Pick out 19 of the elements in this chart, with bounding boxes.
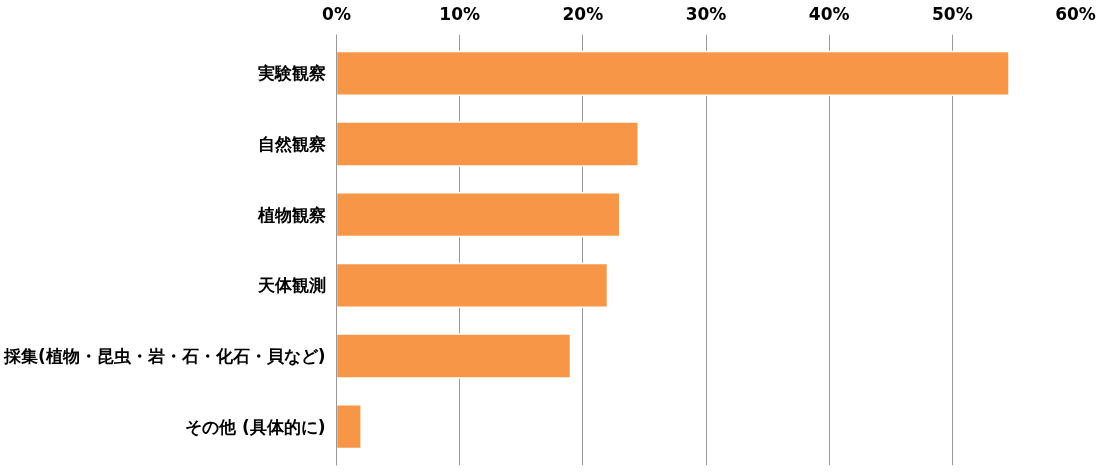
- y-tick-label: 植物観察: [256, 204, 326, 225]
- x-tick-label: 50%: [931, 3, 973, 24]
- y-tick-label: 自然観察: [257, 134, 326, 155]
- bar: [336, 333, 572, 379]
- y-tick-label: 天体観測: [256, 275, 326, 296]
- bar: [336, 262, 609, 308]
- x-tick-label: 30%: [685, 3, 727, 24]
- x-tick-label: 0%: [322, 3, 351, 24]
- bar: [336, 403, 362, 450]
- y-tick-label: 採集(植物・昆虫・岩・石・化石・貝など): [2, 345, 326, 366]
- y-tick-label: 実験観察: [256, 63, 326, 84]
- x-tick-label: 60%: [1055, 3, 1096, 24]
- bar: [336, 50, 1010, 97]
- bar: [336, 121, 640, 167]
- x-tick-label: 10%: [439, 3, 481, 24]
- x-tick-label: 40%: [808, 3, 850, 24]
- bar: [336, 192, 621, 238]
- y-tick-label: その他 (具体的に): [185, 416, 326, 437]
- x-tick-label: 20%: [562, 3, 604, 24]
